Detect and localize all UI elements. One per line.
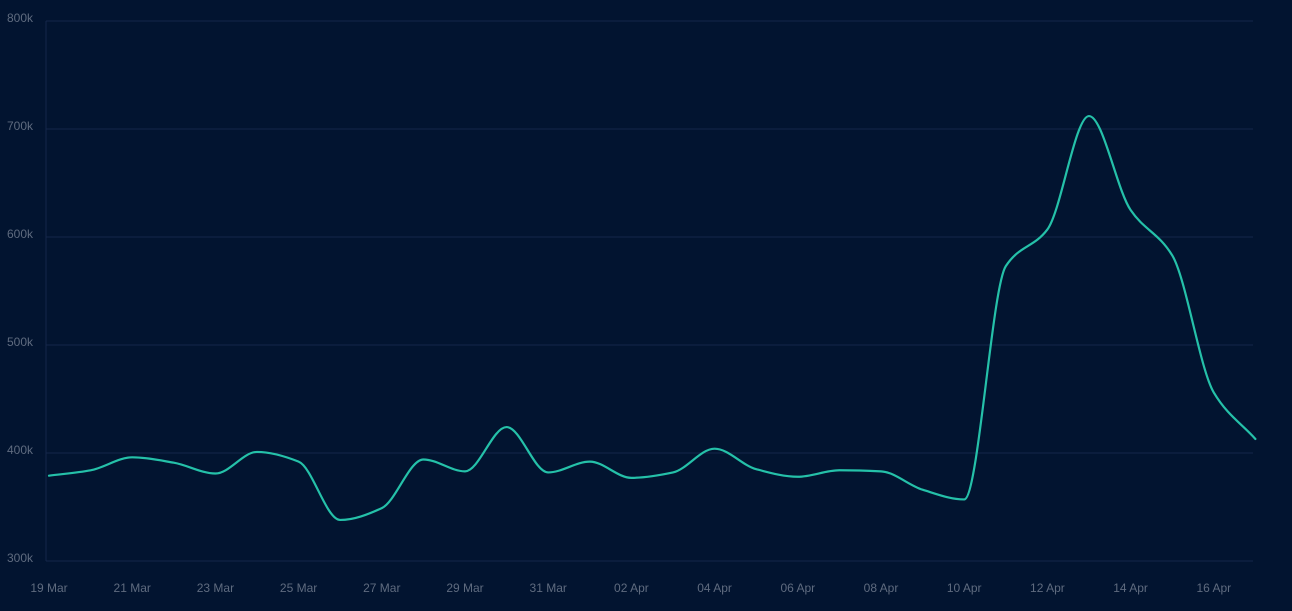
data-point[interactable] <box>504 424 510 430</box>
data-point[interactable] <box>254 449 260 455</box>
x-tick-label: 06 Apr <box>780 581 815 595</box>
x-tick-label: 19 Mar <box>30 581 67 595</box>
data-point[interactable] <box>171 460 177 466</box>
data-point[interactable] <box>545 469 551 475</box>
x-tick-label: 25 Mar <box>280 581 317 595</box>
data-point[interactable] <box>628 475 634 481</box>
x-tick-label: 10 Apr <box>947 581 982 595</box>
data-point[interactable] <box>212 471 218 477</box>
data-point[interactable] <box>920 487 926 493</box>
data-point[interactable] <box>296 459 302 465</box>
data-point[interactable] <box>337 517 343 523</box>
x-tick-label: 23 Mar <box>197 581 234 595</box>
x-tick-label: 14 Apr <box>1113 581 1148 595</box>
x-tick-label: 12 Apr <box>1030 581 1065 595</box>
series-line <box>47 114 1257 522</box>
series-layer <box>46 113 1258 523</box>
x-tick-label: 29 Mar <box>446 581 483 595</box>
x-tick-label: 27 Mar <box>363 581 400 595</box>
data-point[interactable] <box>712 446 718 452</box>
y-tick-label: 300k <box>7 551 34 565</box>
x-tick-label: 02 Apr <box>614 581 649 595</box>
data-point[interactable] <box>1252 436 1258 442</box>
axis-layer: 300k 400k 500k 600k 700k 800k 19 Mar 21 Mar 23 M… <box>7 11 1231 595</box>
data-point[interactable] <box>1128 207 1134 213</box>
data-point[interactable] <box>462 468 468 474</box>
y-tick-label: 400k <box>7 443 34 457</box>
y-tick-label: 800k <box>7 11 34 25</box>
y-tick-label: 500k <box>7 335 34 349</box>
data-point[interactable] <box>1044 226 1050 232</box>
data-point[interactable] <box>420 456 426 462</box>
data-point[interactable] <box>587 459 593 465</box>
y-tick-label: 700k <box>7 119 34 133</box>
x-tick-label: 31 Mar <box>530 581 567 595</box>
x-tick-label: 21 Mar <box>114 581 151 595</box>
data-point[interactable] <box>961 496 967 502</box>
y-tick-label: 600k <box>7 227 34 241</box>
x-tick-label: 04 Apr <box>697 581 732 595</box>
data-point[interactable] <box>795 474 801 480</box>
data-point[interactable] <box>878 468 884 474</box>
x-tick-label: 16 Apr <box>1196 581 1231 595</box>
data-point[interactable] <box>753 466 759 472</box>
data-point[interactable] <box>129 454 135 460</box>
data-point[interactable] <box>1169 252 1175 258</box>
data-point[interactable] <box>46 473 52 479</box>
grid-layer <box>46 20 1253 562</box>
data-point[interactable] <box>1211 390 1217 396</box>
data-point[interactable] <box>836 467 842 473</box>
x-tick-label: 08 Apr <box>864 581 899 595</box>
data-point[interactable] <box>1003 263 1009 269</box>
data-point[interactable] <box>88 467 94 473</box>
data-point[interactable] <box>379 505 385 511</box>
data-point[interactable] <box>670 469 676 475</box>
data-point[interactable] <box>1086 113 1092 119</box>
